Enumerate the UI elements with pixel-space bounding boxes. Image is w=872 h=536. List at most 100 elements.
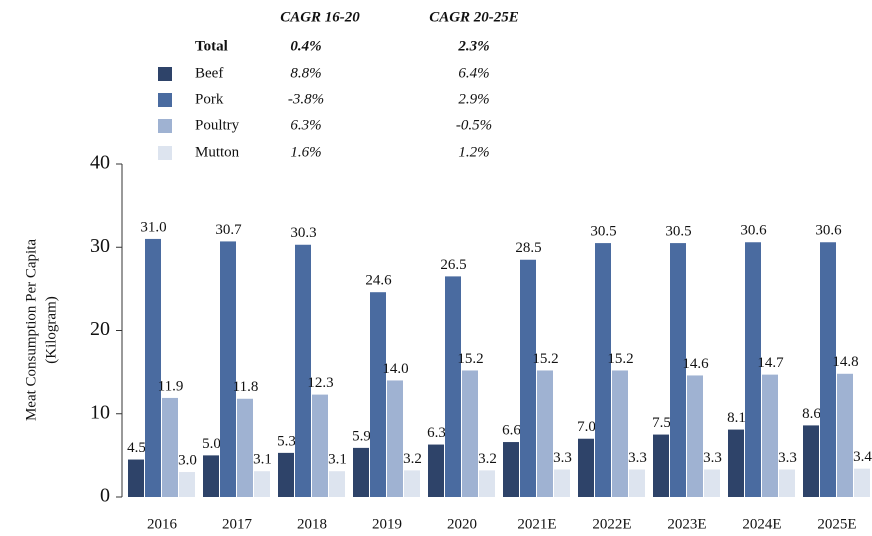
x-tick-label: 2018 — [297, 516, 327, 532]
bar — [329, 471, 345, 497]
value-label: 11.9 — [158, 378, 184, 394]
legend-label: Poultry — [195, 117, 240, 133]
bar — [670, 243, 686, 497]
bar — [503, 442, 519, 497]
legend-swatch — [158, 93, 172, 107]
value-label: 24.6 — [365, 273, 392, 289]
value-label: 3.1 — [253, 452, 272, 468]
cagr-value: 2.9% — [458, 91, 489, 107]
bar — [179, 472, 195, 497]
bar — [803, 425, 819, 497]
value-label: 14.0 — [382, 361, 408, 377]
value-label: 7.0 — [577, 419, 596, 435]
cagr-value: 6.3% — [290, 117, 321, 133]
value-label: 15.2 — [532, 351, 558, 367]
bar — [728, 429, 744, 497]
x-tick-label: 2022E — [592, 516, 631, 532]
y-tick-label: 10 — [90, 401, 110, 423]
value-label: 3.1 — [328, 452, 347, 468]
value-label: 5.9 — [352, 428, 371, 444]
bar — [353, 447, 369, 497]
legend-label: Mutton — [195, 144, 240, 160]
bar — [779, 469, 795, 497]
value-label: 5.3 — [277, 433, 296, 449]
x-tick-label: 2017 — [222, 516, 253, 532]
bar — [203, 455, 219, 497]
cagr-value: -3.8% — [288, 91, 324, 107]
bar — [820, 242, 836, 497]
x-tick-label: 2024E — [742, 516, 781, 532]
bar — [854, 468, 870, 497]
bar — [595, 243, 611, 497]
bar — [220, 241, 236, 497]
x-tick-label: 2016 — [147, 516, 178, 532]
bar — [295, 244, 311, 497]
value-label: 30.7 — [215, 222, 242, 238]
bar — [745, 242, 761, 497]
value-label: 15.2 — [457, 351, 483, 367]
bar — [428, 444, 444, 497]
value-label: 30.6 — [740, 223, 767, 239]
y-axis-label: (Kilogram) — [43, 296, 59, 363]
bar — [445, 276, 461, 497]
value-label: 3.3 — [553, 450, 572, 466]
value-label: 30.5 — [590, 224, 616, 240]
y-axis-label: Meat Consumption Per Capita — [23, 239, 39, 421]
bar — [520, 259, 536, 497]
y-tick-label: 20 — [90, 318, 110, 340]
cagr-value: 8.8% — [290, 65, 321, 81]
bar — [387, 380, 403, 497]
value-label: 7.5 — [652, 415, 671, 431]
y-tick-label: 30 — [90, 235, 110, 257]
value-label: 15.2 — [607, 351, 633, 367]
x-tick-label: 2020 — [447, 516, 477, 532]
value-label: 4.5 — [127, 440, 146, 456]
bar — [837, 373, 853, 497]
y-tick-label: 0 — [100, 485, 110, 507]
value-label: 8.6 — [802, 406, 821, 422]
value-label: 11.8 — [233, 379, 259, 395]
value-label: 3.3 — [703, 450, 722, 466]
bar — [629, 469, 645, 497]
value-label: 12.3 — [307, 375, 333, 391]
bar — [162, 397, 178, 497]
cagr-value: 6.4% — [458, 65, 489, 81]
bar — [687, 375, 703, 497]
total-cagr: 2.3% — [457, 38, 489, 54]
value-label: 3.4 — [853, 449, 872, 465]
cagr-value: -0.5% — [456, 117, 492, 133]
value-label: 30.5 — [665, 224, 691, 240]
value-label: 30.6 — [815, 223, 842, 239]
bar — [653, 434, 669, 497]
x-tick-label: 2019 — [372, 516, 402, 532]
x-tick-label: 2023E — [667, 516, 706, 532]
value-label: 14.7 — [757, 355, 784, 371]
bar — [128, 459, 144, 497]
value-label: 8.1 — [727, 410, 746, 426]
legend-label: Beef — [195, 65, 223, 81]
bar — [537, 370, 553, 497]
cagr-header: CAGR 20-25E — [429, 9, 519, 25]
bar — [578, 438, 594, 497]
legend-swatch — [158, 119, 172, 133]
value-label: 6.3 — [427, 425, 446, 441]
cagr-value: 1.6% — [290, 144, 321, 160]
bar — [479, 470, 495, 497]
value-label: 3.3 — [778, 450, 797, 466]
cagr-value: 1.2% — [458, 144, 489, 160]
bar — [462, 370, 478, 497]
bar — [237, 398, 253, 497]
value-label: 3.2 — [478, 451, 497, 467]
value-label: 28.5 — [515, 240, 541, 256]
value-label: 3.2 — [403, 451, 422, 467]
value-label: 6.6 — [502, 422, 521, 438]
bar — [612, 370, 628, 497]
total-cagr: 0.4% — [290, 38, 321, 54]
bar — [370, 292, 386, 497]
value-label: 3.0 — [178, 452, 197, 468]
total-label: Total — [195, 38, 228, 54]
cagr-header: CAGR 16-20 — [280, 9, 360, 25]
value-label: 30.3 — [290, 225, 316, 241]
